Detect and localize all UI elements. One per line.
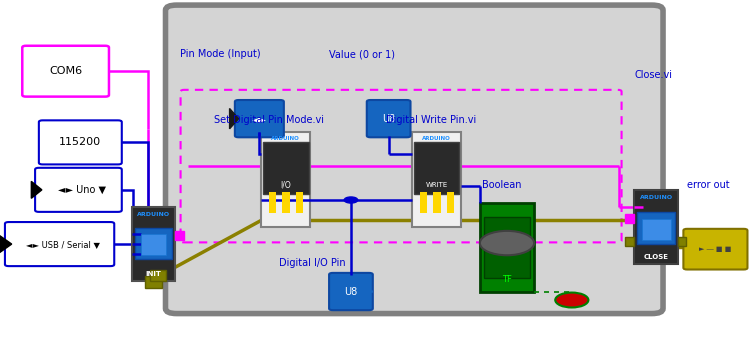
FancyBboxPatch shape	[235, 100, 284, 137]
Circle shape	[480, 231, 534, 255]
Bar	[412, 132, 461, 227]
Text: ARDUINO: ARDUINO	[639, 195, 673, 200]
Bar	[485, 217, 529, 278]
Bar	[282, 192, 290, 213]
FancyBboxPatch shape	[329, 273, 373, 310]
Circle shape	[555, 293, 588, 307]
Text: Set Digital Pin Mode.vi: Set Digital Pin Mode.vi	[214, 115, 324, 125]
Bar	[414, 142, 460, 194]
Bar	[634, 190, 678, 264]
Bar	[149, 270, 166, 281]
FancyBboxPatch shape	[683, 229, 747, 270]
Bar	[175, 232, 184, 240]
Text: ARDUINO: ARDUINO	[271, 136, 300, 141]
Bar	[447, 192, 455, 213]
Text: TF: TF	[502, 275, 512, 284]
Bar	[140, 234, 166, 255]
Text: Pin Mode (Input): Pin Mode (Input)	[180, 49, 260, 59]
Bar	[678, 237, 686, 246]
Polygon shape	[230, 108, 239, 129]
Text: CLOSE: CLOSE	[644, 254, 669, 260]
Text: 115200: 115200	[59, 137, 101, 147]
Polygon shape	[31, 181, 42, 198]
Bar	[145, 276, 162, 288]
Text: Value (0 or 1): Value (0 or 1)	[329, 49, 395, 59]
Text: ARDUINO: ARDUINO	[137, 212, 170, 217]
Text: ◄► Uno ▼: ◄► Uno ▼	[58, 185, 106, 195]
Text: U8: U8	[344, 286, 358, 297]
Bar	[134, 228, 172, 259]
FancyBboxPatch shape	[23, 46, 109, 97]
Bar	[269, 192, 276, 213]
FancyBboxPatch shape	[367, 100, 411, 137]
Bar	[625, 215, 634, 223]
Text: ► ― ■ ■: ► ― ■ ■	[699, 246, 732, 252]
FancyBboxPatch shape	[35, 168, 122, 212]
Bar	[433, 192, 441, 213]
FancyBboxPatch shape	[165, 5, 663, 314]
Text: error out: error out	[687, 180, 730, 190]
Text: INIT: INIT	[146, 271, 162, 277]
FancyBboxPatch shape	[39, 120, 122, 164]
Text: ◄► USB / Serial ▼: ◄► USB / Serial ▼	[26, 240, 100, 248]
FancyBboxPatch shape	[5, 222, 114, 266]
Bar	[480, 203, 534, 292]
Circle shape	[344, 197, 358, 203]
Bar	[261, 132, 310, 227]
Text: Close.vi: Close.vi	[634, 69, 673, 80]
Text: Digital Write Pin.vi: Digital Write Pin.vi	[386, 115, 476, 125]
Bar	[263, 142, 309, 194]
Bar	[420, 192, 427, 213]
Text: ARDUINO: ARDUINO	[422, 136, 451, 141]
Bar	[637, 212, 675, 243]
Polygon shape	[0, 236, 12, 253]
Bar	[625, 237, 634, 246]
Bar	[642, 219, 670, 240]
Text: I/O: I/O	[280, 181, 291, 190]
Text: COM6: COM6	[49, 66, 82, 76]
Text: ◄►: ◄►	[252, 114, 267, 124]
Bar	[131, 207, 175, 281]
Text: WRITE: WRITE	[425, 182, 448, 188]
Text: Boolean: Boolean	[482, 180, 522, 190]
Bar	[296, 192, 304, 213]
Text: Digital I/O Pin: Digital I/O Pin	[279, 258, 345, 268]
Text: U8: U8	[382, 114, 396, 124]
